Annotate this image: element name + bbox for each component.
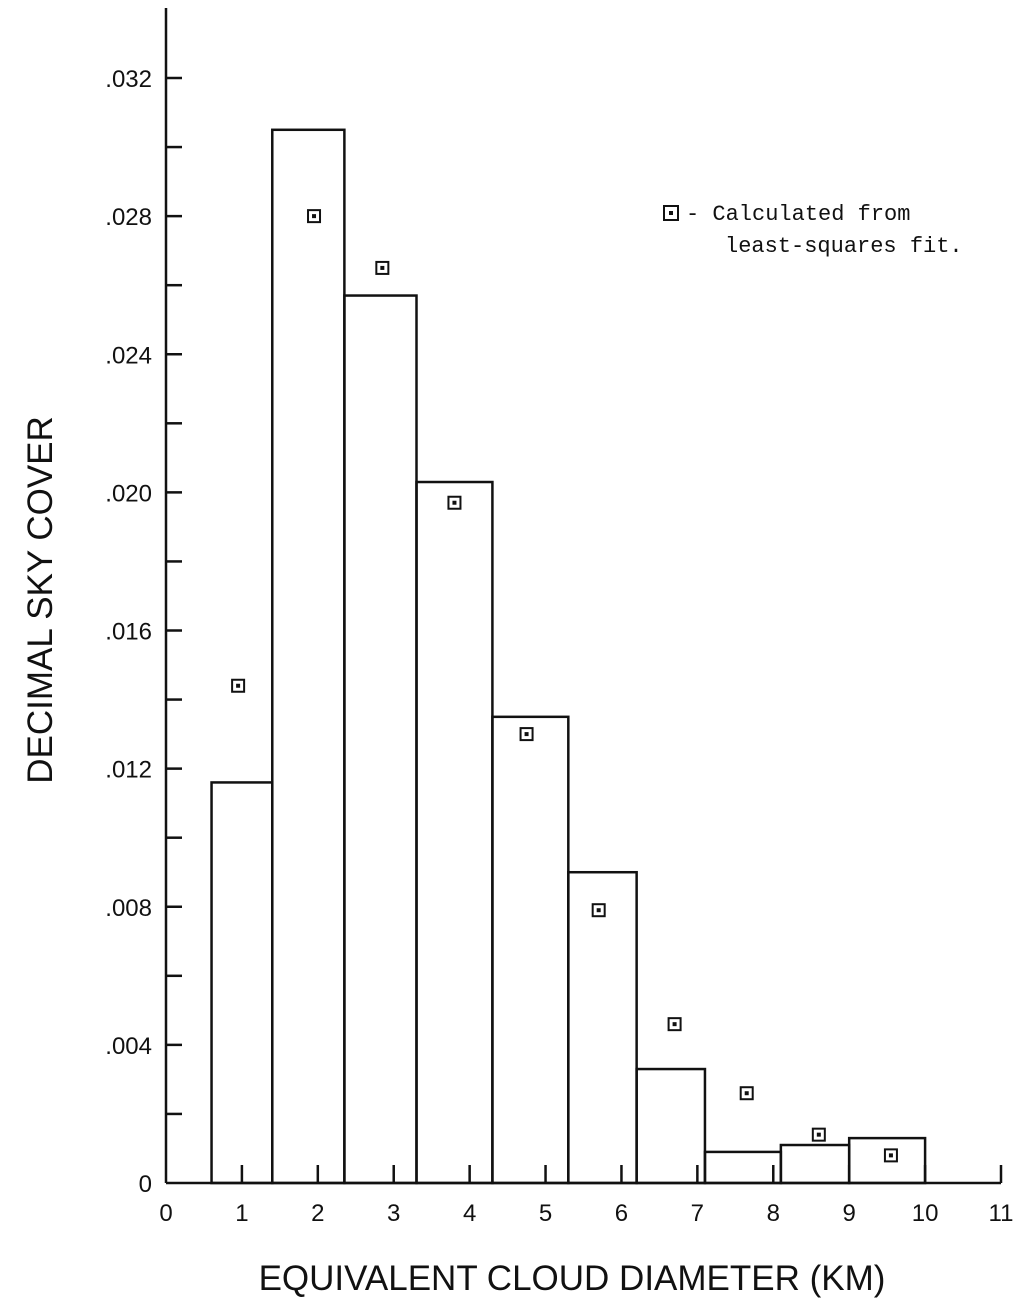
bar-2 (271, 128, 346, 1185)
y-axis-ticks: 0 .004 .008 .012 .016 .020 .024 .028 .032 (105, 66, 182, 1198)
bar-4 (415, 480, 494, 1185)
x-tick-label-8: 8 (767, 1200, 780, 1227)
bar-9 (779, 1143, 851, 1185)
y-tick-label: 0 (139, 1171, 152, 1198)
bar-3 (343, 294, 418, 1185)
fit-point-3 (375, 260, 390, 275)
x-tick-label-6: 6 (615, 1200, 628, 1227)
fit-point-9 (811, 1127, 826, 1142)
legend: - Calculated from least-squares fit. (663, 202, 963, 259)
x-axis-ticks: 0 1 2 3 4 5 6 7 8 9 10 11 (159, 1165, 1013, 1227)
x-tick-label-0: 0 (159, 1200, 172, 1227)
fit-point-5 (519, 727, 534, 742)
x-tick-label-9: 9 (843, 1200, 856, 1227)
legend-line-2: least-squares fit. (725, 234, 963, 259)
y-tick-label: .032 (105, 66, 152, 93)
bar-8 (703, 1150, 783, 1185)
y-tick-label: .020 (105, 480, 152, 507)
fit-point-8 (739, 1086, 754, 1101)
x-tick-label-10: 10 (912, 1200, 939, 1227)
y-tick-label: .008 (105, 895, 152, 922)
bar-6 (567, 870, 638, 1185)
histogram-bars (210, 128, 927, 1185)
legend-marker-dot (669, 211, 673, 215)
x-axis-label: EQUIVALENT CLOUD DIAMETER (KM) (259, 1259, 886, 1298)
fit-point-1 (231, 678, 246, 693)
x-tick-label-7: 7 (691, 1200, 704, 1227)
x-tick-label-2: 2 (311, 1200, 324, 1227)
fit-point-4 (447, 495, 462, 510)
x-tick-label-4: 4 (463, 1200, 476, 1227)
y-axis-label: DECIMAL SKY COVER (21, 416, 60, 784)
y-tick-label: .012 (105, 757, 152, 784)
bar-1 (210, 781, 274, 1185)
x-tick-label-11: 11 (989, 1200, 1014, 1227)
legend-marker (663, 205, 679, 221)
y-tick-label: .004 (105, 1033, 152, 1060)
axes (164, 8, 1001, 1185)
fit-point-2 (307, 209, 322, 224)
x-tick-label-1: 1 (235, 1200, 248, 1227)
fit-point-7 (667, 1017, 682, 1032)
y-tick-label: .016 (105, 619, 152, 646)
legend-line-1: - Calculated from (686, 202, 910, 227)
x-tick-label-3: 3 (387, 1200, 400, 1227)
bar-5 (491, 715, 570, 1185)
x-tick-label-5: 5 (539, 1200, 552, 1227)
y-tick-label: .024 (105, 342, 152, 369)
y-tick-label: .028 (105, 204, 152, 231)
bar-7 (635, 1067, 707, 1185)
fit-point-6 (591, 903, 606, 918)
fit-points (231, 209, 898, 1163)
fit-point-10 (883, 1148, 898, 1163)
